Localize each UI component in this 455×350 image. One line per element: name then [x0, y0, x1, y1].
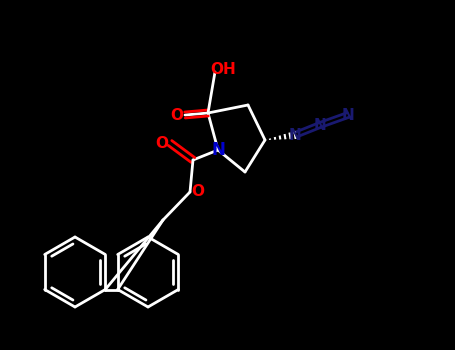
Text: O: O — [156, 135, 168, 150]
Text: N: N — [211, 141, 225, 159]
Text: N: N — [288, 127, 301, 142]
Text: OH: OH — [210, 62, 236, 77]
Text: N: N — [313, 118, 326, 133]
Text: O: O — [171, 107, 183, 122]
Text: N: N — [342, 107, 354, 122]
Text: O: O — [192, 184, 204, 200]
